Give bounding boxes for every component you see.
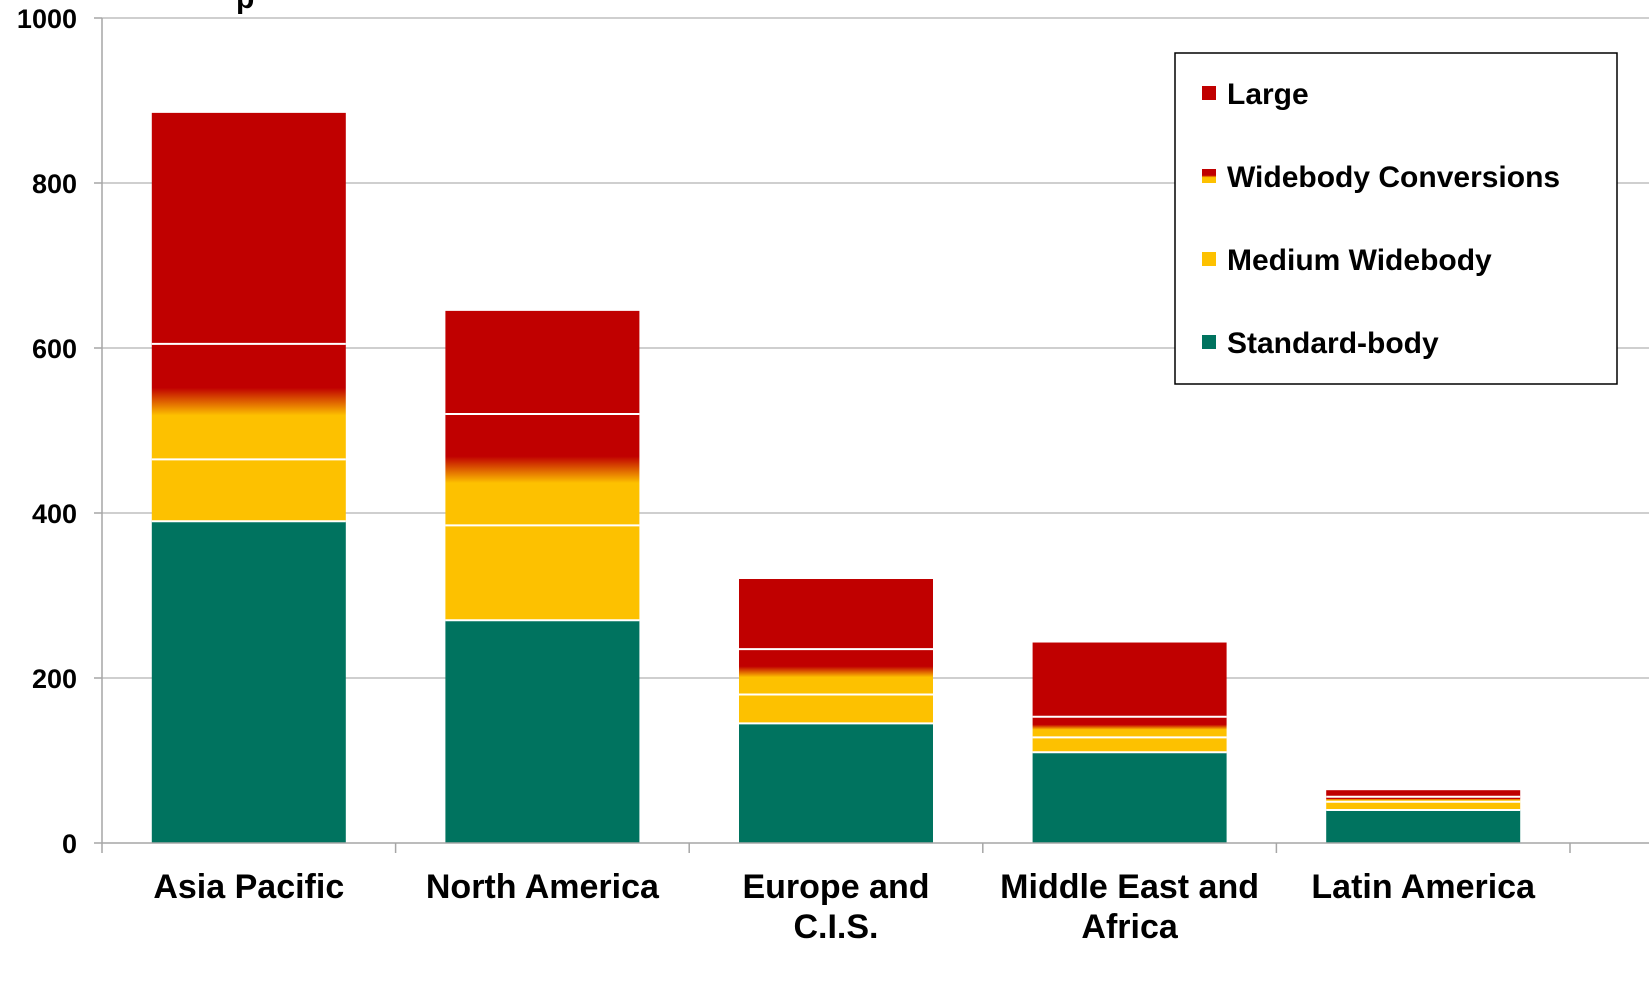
y-tick-label: 200 xyxy=(32,664,77,694)
bars xyxy=(151,112,1521,843)
medium-widebody-segment xyxy=(739,694,933,724)
category-label: Latin America xyxy=(1311,868,1536,906)
large-segment xyxy=(1326,790,1521,797)
y-axis: 0 200 400 600 800 1000 xyxy=(17,4,103,859)
title-fragment: p xyxy=(236,0,254,15)
medium-widebody-segment xyxy=(1032,737,1227,753)
legend: Large Widebody Conversions Medium Widebody… xyxy=(1174,52,1618,385)
large-segment xyxy=(1032,642,1227,717)
large-segment xyxy=(739,579,933,650)
legend-swatch xyxy=(1202,335,1216,349)
standard-body-segment xyxy=(739,723,933,843)
legend-label: Widebody Conversions xyxy=(1227,161,1560,194)
legend-swatch xyxy=(1202,86,1216,100)
standard-body-segment xyxy=(151,521,346,843)
y-tick-label: 0 xyxy=(62,829,77,859)
y-tick-label: 400 xyxy=(32,499,77,529)
legend-label: Medium Widebody xyxy=(1227,244,1492,277)
widebody-conversions-segment xyxy=(445,414,640,526)
standard-body-segment xyxy=(445,620,640,843)
legend-swatch xyxy=(1202,252,1216,266)
medium-widebody-segment xyxy=(445,525,640,621)
standard-body-segment xyxy=(1032,752,1227,843)
large-segment xyxy=(151,112,346,344)
large-segment xyxy=(445,310,640,414)
widebody-conversions-segment xyxy=(1326,796,1521,802)
medium-widebody-segment xyxy=(151,459,346,522)
category-label: North America xyxy=(426,868,660,906)
standard-body-segment xyxy=(1326,810,1521,843)
widebody-conversions-segment xyxy=(1032,716,1227,738)
medium-widebody-segment xyxy=(1326,801,1521,810)
category-label: Middle East and Africa xyxy=(1000,868,1259,946)
legend-label: Large xyxy=(1227,78,1309,111)
legend-box xyxy=(1174,52,1618,385)
category-label: Europe and C.I.S. xyxy=(742,868,929,946)
x-axis: Asia Pacific North America Europe and C.I.S… xyxy=(101,842,1649,946)
category-label: Asia Pacific xyxy=(153,868,344,906)
y-tick-label: 800 xyxy=(32,169,77,199)
y-tick-label: 600 xyxy=(32,334,77,364)
legend-swatch xyxy=(1202,169,1216,183)
widebody-conversions-segment xyxy=(151,343,346,460)
y-tick-label: 1000 xyxy=(17,4,77,34)
legend-label: Standard-body xyxy=(1227,327,1439,360)
widebody-conversions-segment xyxy=(739,649,933,695)
